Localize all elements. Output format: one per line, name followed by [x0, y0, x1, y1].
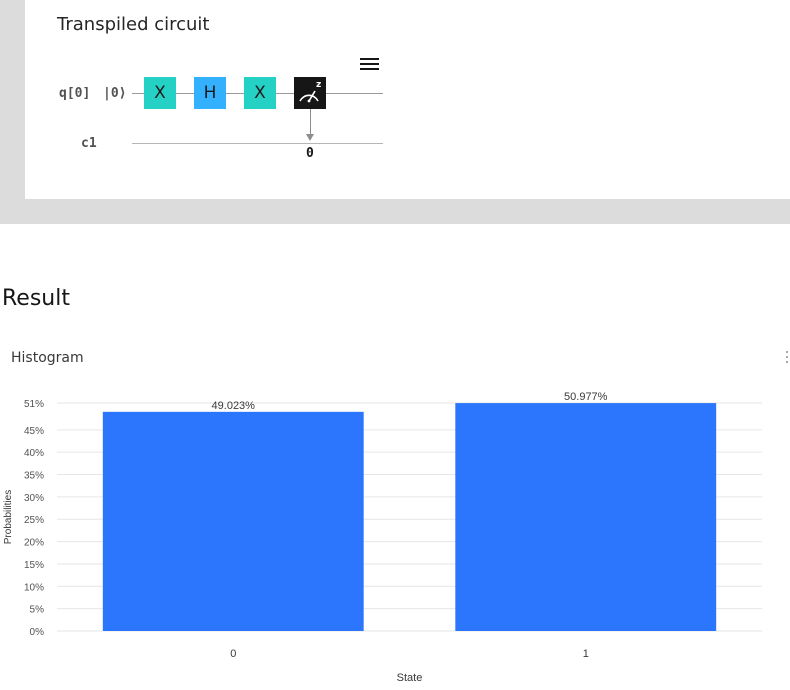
- circuit-card: Transpiled circuit q[0] |0⟩ c1 X H X z 0: [25, 0, 790, 199]
- measure-gate[interactable]: z: [294, 77, 326, 109]
- x-gate[interactable]: X: [144, 77, 176, 109]
- y-tick-label: 20%: [24, 538, 44, 549]
- y-tick-label: 15%: [24, 560, 44, 571]
- menu-icon[interactable]: [360, 58, 382, 76]
- y-tick-label: 5%: [30, 605, 45, 616]
- x-axis-label: State: [397, 672, 423, 684]
- histogram-chart: 0% 5% 10% 15% 20% 25% 30% 35% 40% 45% 51% 49.023% 0 5…: [3, 391, 762, 684]
- y-tick-label: 40%: [24, 448, 44, 459]
- classical-bit-label: 0: [306, 146, 314, 161]
- circuit-panel: Transpiled circuit q[0] |0⟩ c1 X H X z 0: [0, 0, 790, 224]
- y-tick-label: 0%: [30, 627, 45, 638]
- classical-wire: [132, 143, 383, 144]
- initial-state-label: |0⟩: [103, 86, 127, 101]
- y-tick-label: 35%: [24, 471, 44, 482]
- classical-register-label: c1: [81, 136, 97, 151]
- histogram-bar[interactable]: [455, 403, 717, 631]
- y-axis-label: Probabilities: [3, 490, 14, 544]
- y-tick-label: 45%: [24, 426, 44, 437]
- result-heading: Result: [2, 286, 70, 311]
- y-tick-label: 51%: [24, 399, 44, 410]
- x-tick-label: 0: [230, 648, 236, 660]
- svg-text:z: z: [316, 80, 321, 90]
- meter-icon: z: [299, 80, 321, 103]
- x-gate[interactable]: X: [244, 77, 276, 109]
- qubit-label: q[0]: [59, 86, 91, 101]
- circuit-title: Transpiled circuit: [57, 14, 210, 35]
- x-tick-label: 1: [583, 648, 589, 660]
- y-tick-label: 25%: [24, 515, 44, 526]
- h-gate[interactable]: H: [194, 77, 226, 109]
- data-label: 49.023%: [212, 400, 256, 412]
- measure-connector: [310, 109, 311, 135]
- y-tick-label: 10%: [24, 582, 44, 593]
- histogram-bar[interactable]: [102, 411, 364, 631]
- y-tick-label: 30%: [24, 493, 44, 504]
- data-label: 50.977%: [564, 391, 608, 403]
- histogram-title: Histogram: [11, 350, 84, 366]
- measure-arrow-icon: [306, 134, 314, 141]
- overflow-menu-icon[interactable]: [786, 351, 790, 365]
